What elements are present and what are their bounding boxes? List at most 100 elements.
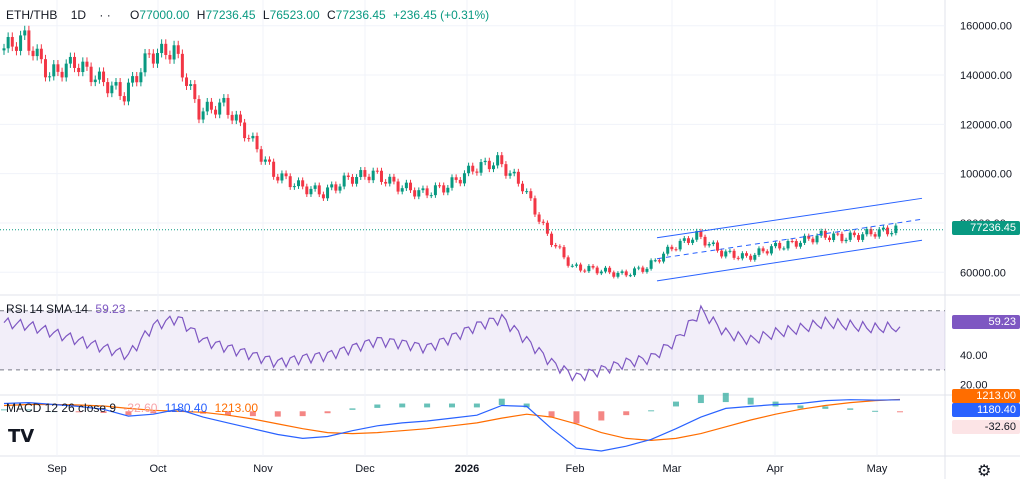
macd-histogram-bar: [399, 403, 406, 408]
candle: [794, 241, 798, 247]
candle: [587, 265, 591, 272]
macd-histogram-bar: [648, 410, 655, 412]
exchange-dots: · ·: [99, 8, 111, 22]
macd-histogram-bar: [897, 411, 903, 413]
candle: [342, 175, 346, 187]
candle: [612, 272, 616, 277]
candle: [292, 186, 296, 188]
macd-histogram-bar: [523, 403, 530, 408]
tradingview-logo-icon[interactable]: 𝗧𝗩: [8, 426, 35, 446]
candle: [786, 241, 790, 249]
x-tick-label: Mar: [663, 463, 682, 475]
macd-line: [3, 399, 901, 452]
candle: [637, 267, 641, 269]
x-tick-label: Oct: [149, 463, 166, 475]
candle: [297, 180, 301, 187]
candle: [251, 135, 255, 139]
candle: [686, 238, 690, 243]
macd-histogram-bar: [872, 410, 879, 412]
candle: [60, 71, 64, 78]
x-tick-label: Nov: [253, 463, 273, 475]
candle: [720, 250, 724, 257]
candle: [201, 111, 205, 120]
rsi-label[interactable]: RSI 14 SMA 14: [6, 302, 89, 316]
candle: [599, 271, 603, 274]
candle: [732, 250, 736, 258]
candle: [645, 268, 649, 272]
candle: [176, 45, 180, 54]
candle: [487, 160, 491, 170]
candle: [77, 67, 81, 73]
candle: [881, 227, 885, 230]
candle: [877, 229, 881, 237]
candle: [865, 229, 869, 235]
rsi-tag: 59.23: [952, 315, 1020, 329]
candle: [583, 270, 587, 272]
channel-lower-line: [656, 239, 923, 282]
macd-histogram-bar: [697, 394, 704, 404]
candle: [135, 76, 139, 83]
candle: [93, 79, 97, 83]
candle: [624, 271, 628, 276]
candle: [529, 191, 533, 199]
candle: [197, 99, 201, 120]
candle: [691, 239, 695, 243]
candle: [359, 170, 363, 178]
candle: [230, 114, 234, 121]
candle: [272, 161, 276, 177]
candle: [840, 233, 844, 242]
gear-icon[interactable]: ⚙: [977, 463, 992, 480]
candle: [35, 48, 39, 57]
macd-histogram-bar: [747, 397, 754, 405]
x-tick-label: Apr: [766, 463, 783, 475]
macd-signal-value: 1213.00: [214, 401, 259, 415]
candle: [168, 54, 172, 60]
candle: [653, 260, 657, 262]
candle: [371, 170, 375, 181]
candle: [214, 109, 218, 115]
candle: [209, 101, 213, 110]
candle: [126, 82, 130, 102]
candle: [782, 248, 786, 250]
candle: [226, 97, 230, 115]
candle: [504, 164, 508, 176]
candle: [778, 242, 782, 249]
y-tick-label: 140000.00: [960, 70, 1012, 82]
candle: [682, 238, 686, 241]
macd-histogram-bar: [573, 411, 580, 424]
high-value: 77236.45: [205, 8, 256, 22]
candle: [496, 155, 500, 166]
candle: [554, 245, 558, 247]
macd-label[interactable]: MACD 12 26 close 9: [6, 401, 117, 415]
candle: [467, 165, 471, 174]
candle: [641, 267, 645, 272]
rsi-band: [0, 310, 945, 370]
candle: [525, 191, 529, 193]
candle: [703, 236, 707, 246]
candle: [122, 96, 126, 102]
symbol-label[interactable]: ETH/THB: [6, 8, 58, 22]
open-label: O: [130, 8, 140, 22]
macd-histogram-bar: [274, 411, 281, 417]
candle: [131, 76, 135, 83]
candle: [346, 175, 350, 177]
candle: [247, 138, 251, 140]
candle: [73, 56, 77, 68]
macd-histogram-bar: [1, 409, 7, 411]
candle: [595, 267, 599, 274]
candle: [305, 186, 309, 195]
candle: [558, 246, 562, 248]
candle: [815, 235, 819, 243]
price-tag: 77236.45: [952, 221, 1020, 235]
timeframe-label[interactable]: 1D: [70, 8, 87, 22]
macd-histogram-bar: [150, 411, 157, 414]
candle: [728, 250, 732, 252]
candle: [823, 230, 827, 238]
candle: [761, 248, 765, 252]
candle: [110, 85, 114, 94]
low-value: 76523.00: [269, 8, 320, 22]
macd-signal-tag: 1213.00: [952, 389, 1020, 403]
candle: [521, 183, 525, 192]
macd-histogram-bar: [548, 411, 555, 418]
